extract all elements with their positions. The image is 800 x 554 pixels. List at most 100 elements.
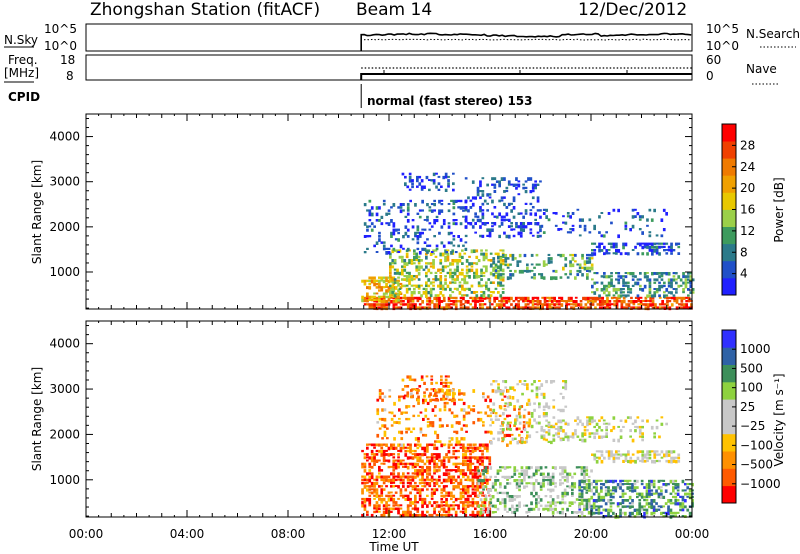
- power-cell: [550, 300, 554, 303]
- velocity-cell: [382, 507, 386, 511]
- power-cell: [641, 288, 645, 292]
- velocity-cell: [612, 486, 615, 490]
- velocity-cell: [636, 508, 639, 512]
- velocity-cell: [373, 485, 376, 488]
- velocity-cell: [471, 469, 475, 472]
- power-cell: [416, 175, 419, 180]
- power-cell: [613, 303, 616, 307]
- velocity-cell: [431, 424, 435, 428]
- velocity-cell: [605, 429, 608, 432]
- velocity-cell: [375, 494, 379, 498]
- velocity-cell: [462, 504, 465, 508]
- velocity-cell: [450, 456, 453, 459]
- velocity-cell: [508, 424, 512, 428]
- velocity-cell: [600, 416, 604, 420]
- power-cell: [418, 175, 422, 179]
- power-cell: [501, 287, 505, 290]
- velocity-cell: [522, 424, 526, 429]
- velocity-cell: [428, 443, 432, 446]
- velocity-cell: [633, 479, 637, 483]
- velocity-cell: [464, 478, 468, 481]
- power-cell: [430, 300, 434, 304]
- velocity-cell: [373, 510, 376, 514]
- power-cell: [601, 303, 604, 306]
- velocity-cell: [586, 419, 589, 424]
- power-cell: [491, 183, 494, 186]
- velocity-cell: [633, 489, 637, 493]
- velocity-cell: [491, 411, 495, 414]
- power-cell: [622, 281, 625, 285]
- velocity-cell: [621, 511, 625, 515]
- power-cell: [505, 212, 509, 217]
- velocity-cell: [549, 482, 553, 486]
- velocity-cell: [677, 453, 681, 457]
- power-cell: [432, 182, 436, 185]
- power-cell: [503, 177, 506, 181]
- power-cell: [637, 296, 640, 301]
- power-cell: [519, 212, 523, 215]
- velocity-cell: [650, 511, 654, 516]
- velocity-cell: [530, 466, 533, 469]
- velocity-cell: [397, 485, 400, 489]
- power-cell: [488, 228, 492, 233]
- velocity-cell: [459, 478, 463, 483]
- velocity-cell: [423, 381, 426, 385]
- velocity-cell: [428, 501, 432, 505]
- power-cell: [632, 300, 636, 304]
- power-cell: [646, 245, 649, 249]
- power-cell: [389, 268, 392, 272]
- velocity-cell: [547, 482, 550, 486]
- velocity-cell: [450, 437, 454, 441]
- velocity-cell: [382, 456, 386, 461]
- velocity-cell: [527, 466, 531, 470]
- velocity-cell: [457, 485, 460, 489]
- power-cell: [500, 196, 504, 200]
- power-cell: [589, 300, 592, 302]
- velocity-cell: [387, 475, 391, 479]
- power-cell: [660, 278, 664, 281]
- power-cell: [387, 247, 391, 250]
- velocity-cell: [497, 383, 500, 386]
- power-cell: [660, 234, 664, 238]
- velocity-cell: [575, 466, 579, 469]
- power-cell: [439, 291, 443, 295]
- velocity-cell: [497, 437, 500, 442]
- velocity-cell: [486, 449, 489, 453]
- power-cell: [417, 268, 421, 271]
- power-cell: [582, 306, 585, 309]
- power-cell: [411, 225, 415, 229]
- power-cell: [588, 218, 592, 222]
- velocity-cell: [488, 459, 492, 463]
- power-cell: [427, 284, 431, 288]
- power-cell: [550, 257, 553, 261]
- velocity-cell: [481, 462, 484, 466]
- power-cell: [510, 228, 513, 231]
- power-cell: [380, 306, 384, 311]
- velocity-cell: [428, 478, 432, 481]
- velocity-cell: [645, 486, 649, 489]
- power-cell: [425, 291, 428, 295]
- power-cell: [677, 275, 681, 279]
- power-cell: [492, 257, 496, 261]
- power-cell: [408, 172, 412, 176]
- velocity-cell: [433, 488, 436, 492]
- velocity-cell: [435, 394, 438, 397]
- velocity-cell: [631, 438, 635, 443]
- velocity-cell: [466, 488, 470, 492]
- velocity-cell: [387, 446, 391, 451]
- velocity-cell: [592, 505, 596, 510]
- power-cell: [394, 298, 398, 303]
- power-cell: [591, 300, 595, 304]
- velocity-cell: [433, 462, 436, 466]
- power-cell: [385, 300, 388, 303]
- power-cell: [595, 281, 599, 284]
- velocity-cell: [378, 510, 381, 513]
- velocity-cell: [592, 511, 596, 515]
- power-cell: [584, 306, 588, 310]
- power-cell: [417, 278, 421, 281]
- velocity-cell: [459, 472, 463, 476]
- power-cell: [375, 292, 379, 295]
- power-colorbar-swatches: [722, 124, 736, 296]
- power-cell: [531, 196, 535, 200]
